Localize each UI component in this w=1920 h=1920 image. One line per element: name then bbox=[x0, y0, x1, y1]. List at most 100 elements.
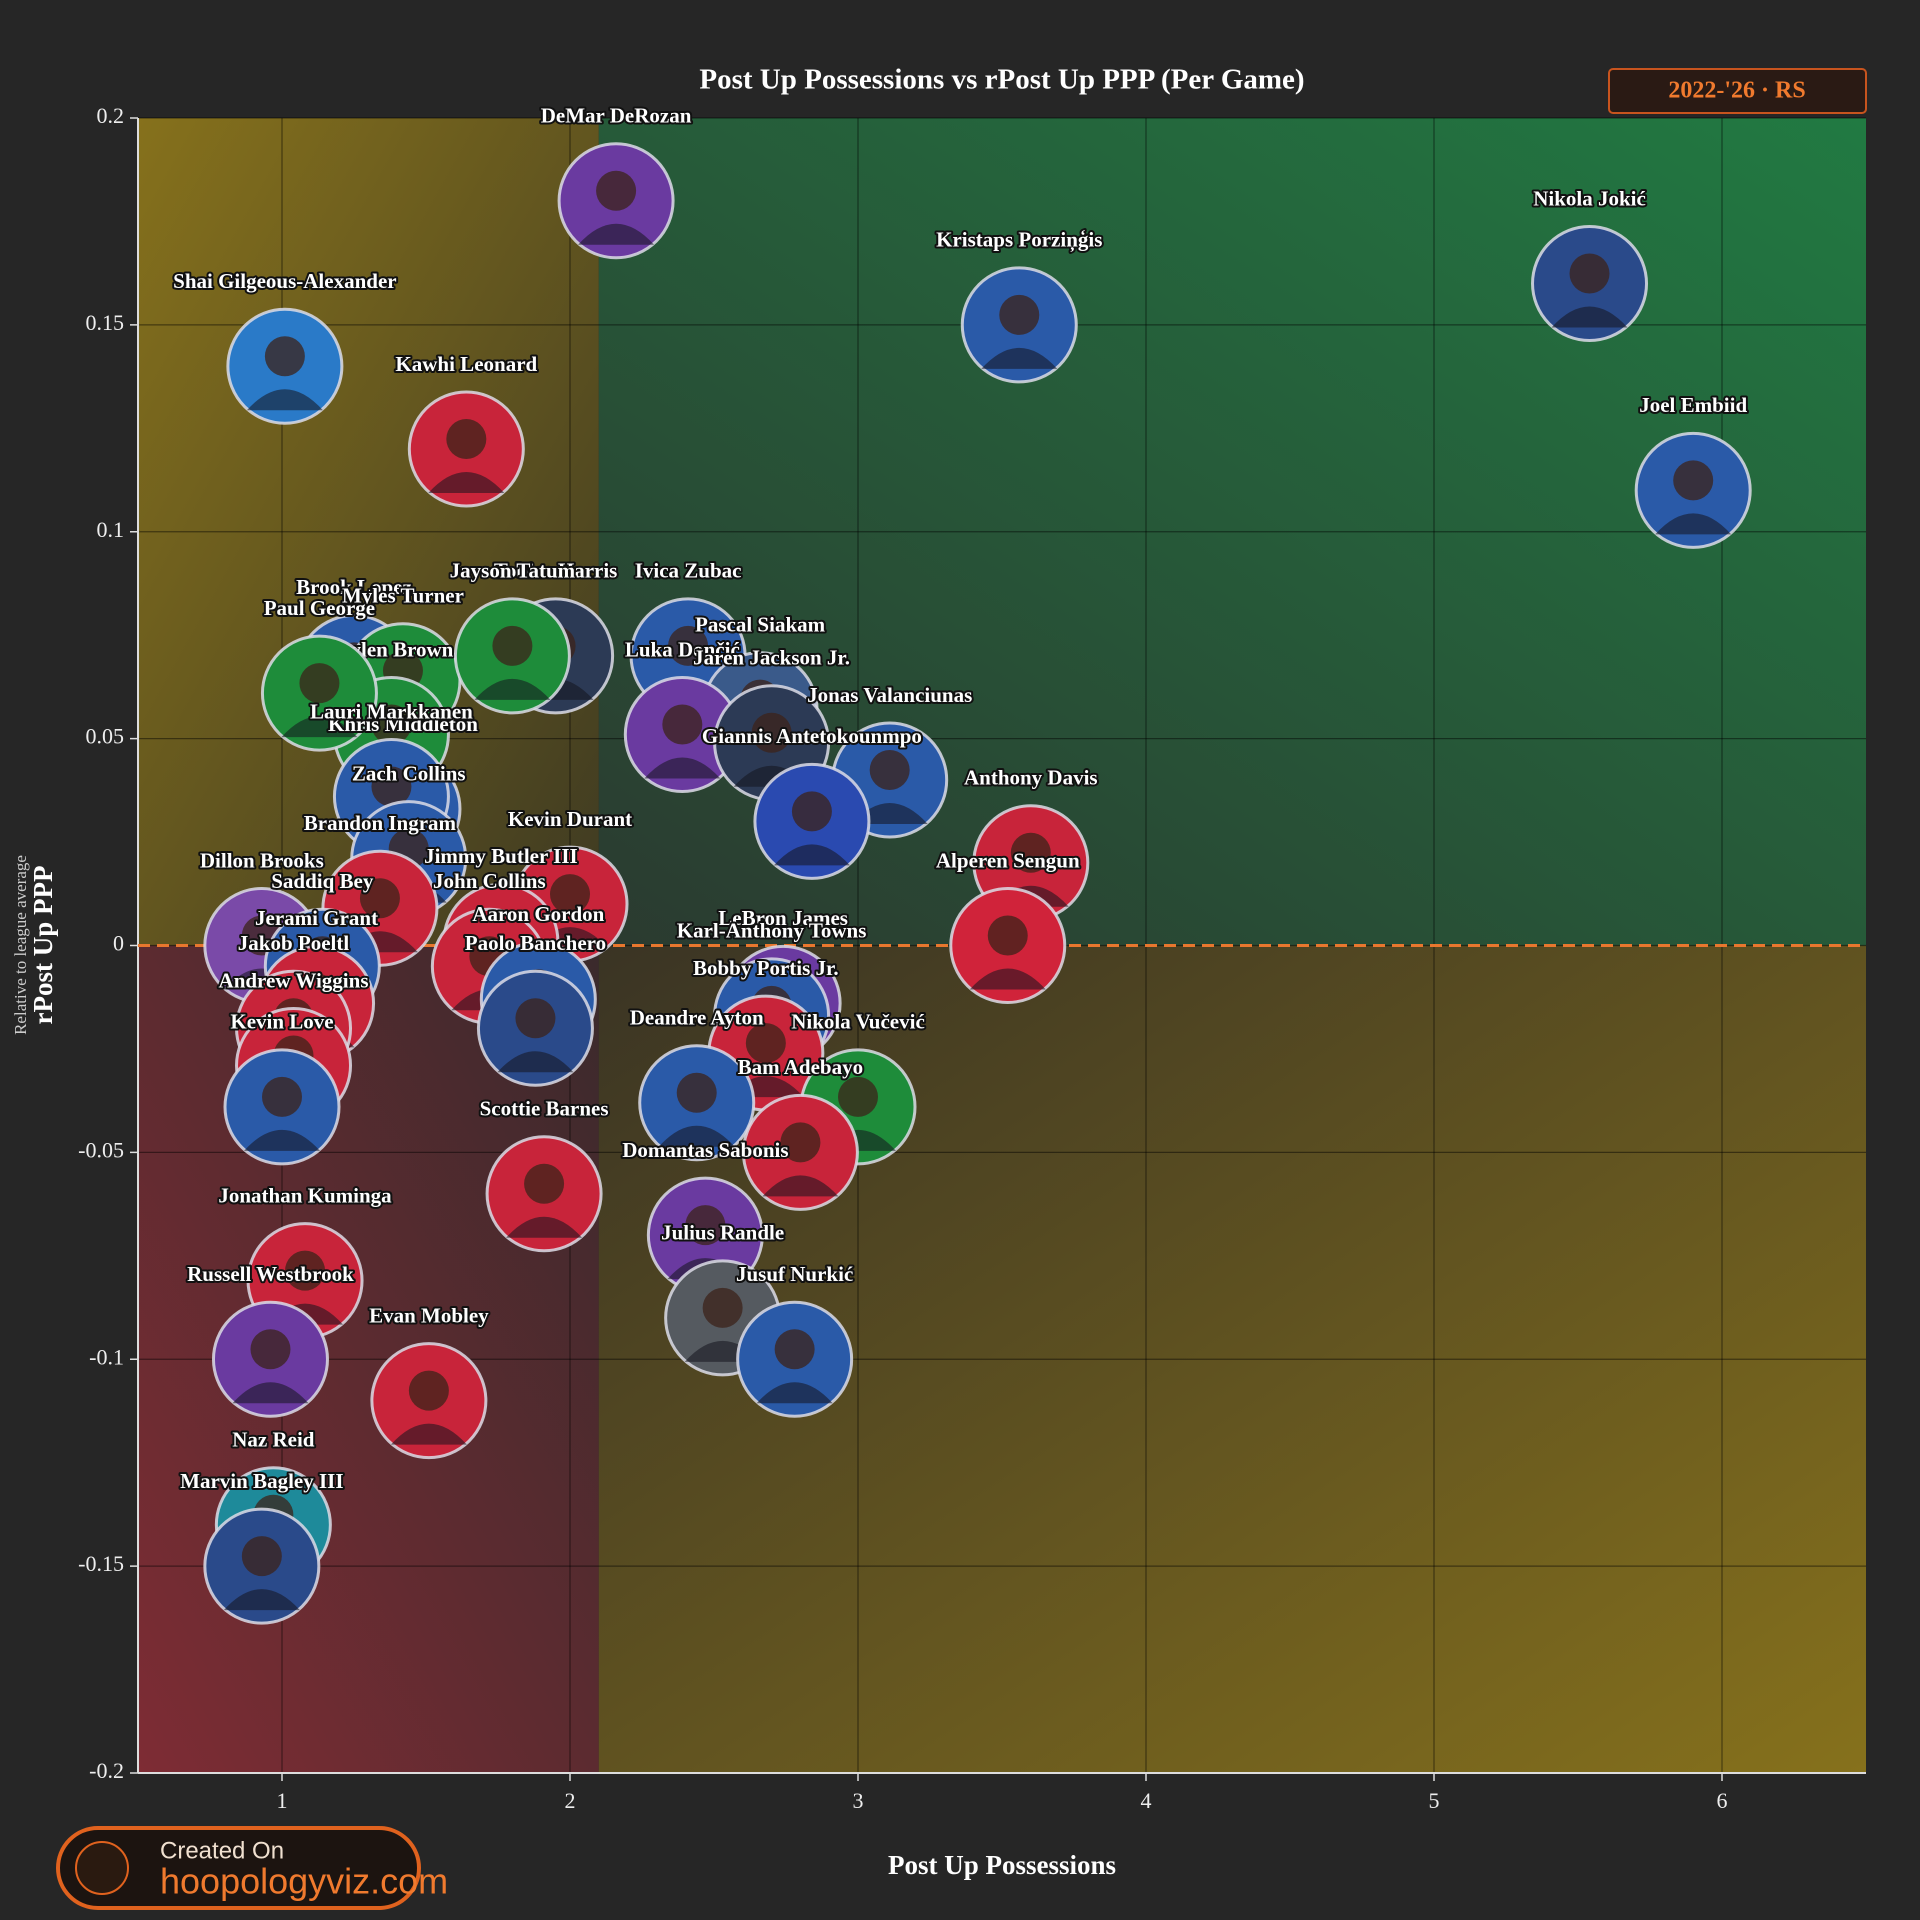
player-name: Jaren Jackson Jr. bbox=[693, 646, 850, 670]
player-name: Paul George bbox=[264, 596, 375, 620]
player-point: Kawhi Leonard bbox=[393, 350, 540, 508]
player-head bbox=[745, 1023, 786, 1064]
player-point: Russell Westbrook bbox=[185, 1260, 356, 1418]
y-tick-label: 0.15 bbox=[86, 310, 125, 335]
player-head bbox=[791, 791, 832, 832]
player-name: Anthony Davis bbox=[964, 766, 1098, 790]
player-name: Jayson Tatum bbox=[450, 559, 576, 583]
player-point: Bam Adebayo bbox=[736, 1053, 865, 1211]
player-shoulders bbox=[232, 1382, 309, 1404]
player-name: Zach Collins bbox=[352, 761, 466, 785]
player-name: Kevin Durant bbox=[508, 807, 632, 831]
player-head bbox=[262, 1076, 302, 1117]
player-point: Kevin Love bbox=[223, 1008, 341, 1166]
player-shoulders bbox=[246, 389, 323, 411]
player-head bbox=[250, 1329, 291, 1370]
player-name: Shai Gilgeous-Alexander bbox=[173, 269, 396, 293]
player-head bbox=[685, 1205, 726, 1246]
chart-title: Post Up Possessions vs rPost Up PPP (Per… bbox=[699, 64, 1304, 96]
player-shoulders bbox=[578, 223, 655, 245]
x-tick-label: 3 bbox=[853, 1788, 864, 1813]
player-head bbox=[492, 625, 533, 666]
player-point: Luka Dončić bbox=[623, 635, 742, 793]
player-name: Saddiq Bey bbox=[271, 869, 374, 893]
player-name: Aaron Gordon bbox=[472, 902, 604, 926]
player-head bbox=[999, 294, 1040, 335]
player-head bbox=[371, 704, 412, 745]
player-name: Alperen Sengun bbox=[936, 848, 1080, 872]
player-name: Lauri Markkanen bbox=[310, 699, 473, 723]
player-shoulders bbox=[644, 757, 721, 779]
player-point: Deandre Ayton bbox=[628, 1004, 766, 1162]
player-name: Jimmy Butler III bbox=[424, 844, 578, 868]
y-tick-label: 0 bbox=[113, 931, 124, 956]
player-head bbox=[359, 878, 400, 919]
y-axis-sublabel: Relative to league average bbox=[11, 855, 30, 1035]
player-head bbox=[668, 625, 709, 666]
player-head bbox=[676, 1072, 717, 1113]
player-name: Brandon Ingram bbox=[304, 811, 457, 835]
player-head bbox=[515, 998, 556, 1039]
x-tick-label: 4 bbox=[1141, 1788, 1152, 1813]
player-name: Bam Adebayo bbox=[738, 1055, 863, 1079]
y-tick-label: 0.2 bbox=[97, 103, 125, 128]
player-shoulders bbox=[281, 716, 358, 738]
player-name: Julius Randle bbox=[661, 1221, 784, 1245]
footer-logo-icon bbox=[75, 1841, 129, 1895]
x-tick-label: 6 bbox=[1717, 1788, 1728, 1813]
player-head bbox=[774, 1329, 815, 1370]
player-shoulders bbox=[390, 1423, 467, 1445]
y-tick-label: -0.05 bbox=[78, 1137, 124, 1162]
player-point: Nikola Vučević bbox=[789, 1008, 927, 1166]
player-name: Khris Middleton bbox=[328, 712, 478, 736]
player-name: Jonas Valanciunas bbox=[807, 683, 972, 707]
player-shoulders bbox=[981, 347, 1058, 369]
y-tick-label: -0.15 bbox=[78, 1551, 124, 1576]
player-name: Jakob Poeltl bbox=[238, 931, 350, 955]
player-name: Russell Westbrook bbox=[187, 1262, 354, 1286]
player-head bbox=[550, 874, 590, 915]
player-shoulders bbox=[969, 968, 1046, 990]
player-head bbox=[702, 1287, 743, 1328]
y-tick-label: 0.1 bbox=[97, 517, 125, 542]
player-name: Pascal Siakam bbox=[695, 612, 826, 636]
footer-logo-box bbox=[56, 1826, 421, 1910]
player-name: Karl-Anthony Towns bbox=[677, 919, 867, 943]
badge-box bbox=[1608, 68, 1867, 114]
player-name: Brook Lopez bbox=[296, 575, 412, 599]
player-name: LeBron James bbox=[718, 906, 848, 930]
player-shoulders bbox=[428, 472, 505, 493]
player-name: Paolo Banchero bbox=[465, 931, 606, 955]
player-point: Joel Embiid bbox=[1634, 391, 1752, 549]
player-point: DeMar DeRozan bbox=[539, 102, 694, 260]
player-name: Andrew Wiggins bbox=[219, 968, 369, 992]
player-head bbox=[1010, 832, 1051, 873]
player-name: Kevin Love bbox=[230, 1010, 333, 1034]
player-point: Scottie Barnes bbox=[478, 1095, 611, 1253]
player-name: Kristaps Porziņģis bbox=[936, 228, 1102, 253]
player-name: Jusuf Nurkić bbox=[736, 1262, 853, 1286]
x-tick-label: 5 bbox=[1429, 1788, 1440, 1813]
season-badge: 2022-'26 · RS bbox=[1668, 78, 1805, 104]
player-point: Evan Mobley bbox=[367, 1301, 491, 1460]
player-name: Jerami Grant bbox=[255, 906, 378, 930]
player-point: Shai Gilgeous-Alexander bbox=[171, 267, 399, 425]
player-head bbox=[408, 1370, 449, 1411]
player-point: Julius Randle bbox=[659, 1219, 786, 1377]
player-shoulders bbox=[773, 844, 850, 866]
player-head bbox=[987, 915, 1028, 956]
player-shoulders bbox=[762, 1175, 839, 1197]
player-head bbox=[869, 750, 910, 790]
player-shoulders bbox=[244, 1129, 320, 1151]
player-point: Domantas Sabonis bbox=[620, 1136, 791, 1294]
y-axis-label: rPost Up PPP bbox=[28, 866, 58, 1025]
player-head bbox=[241, 1536, 282, 1577]
footer-url: hoopologyviz.com bbox=[160, 1861, 448, 1902]
player-point: Nikola Jokić bbox=[1531, 184, 1649, 342]
player-name: Kawhi Leonard bbox=[395, 352, 537, 376]
player-name: Bobby Portis Jr. bbox=[693, 956, 839, 980]
player-head bbox=[524, 1163, 565, 1204]
player-name: John Collins bbox=[433, 869, 546, 893]
player-shoulders bbox=[497, 1051, 574, 1073]
